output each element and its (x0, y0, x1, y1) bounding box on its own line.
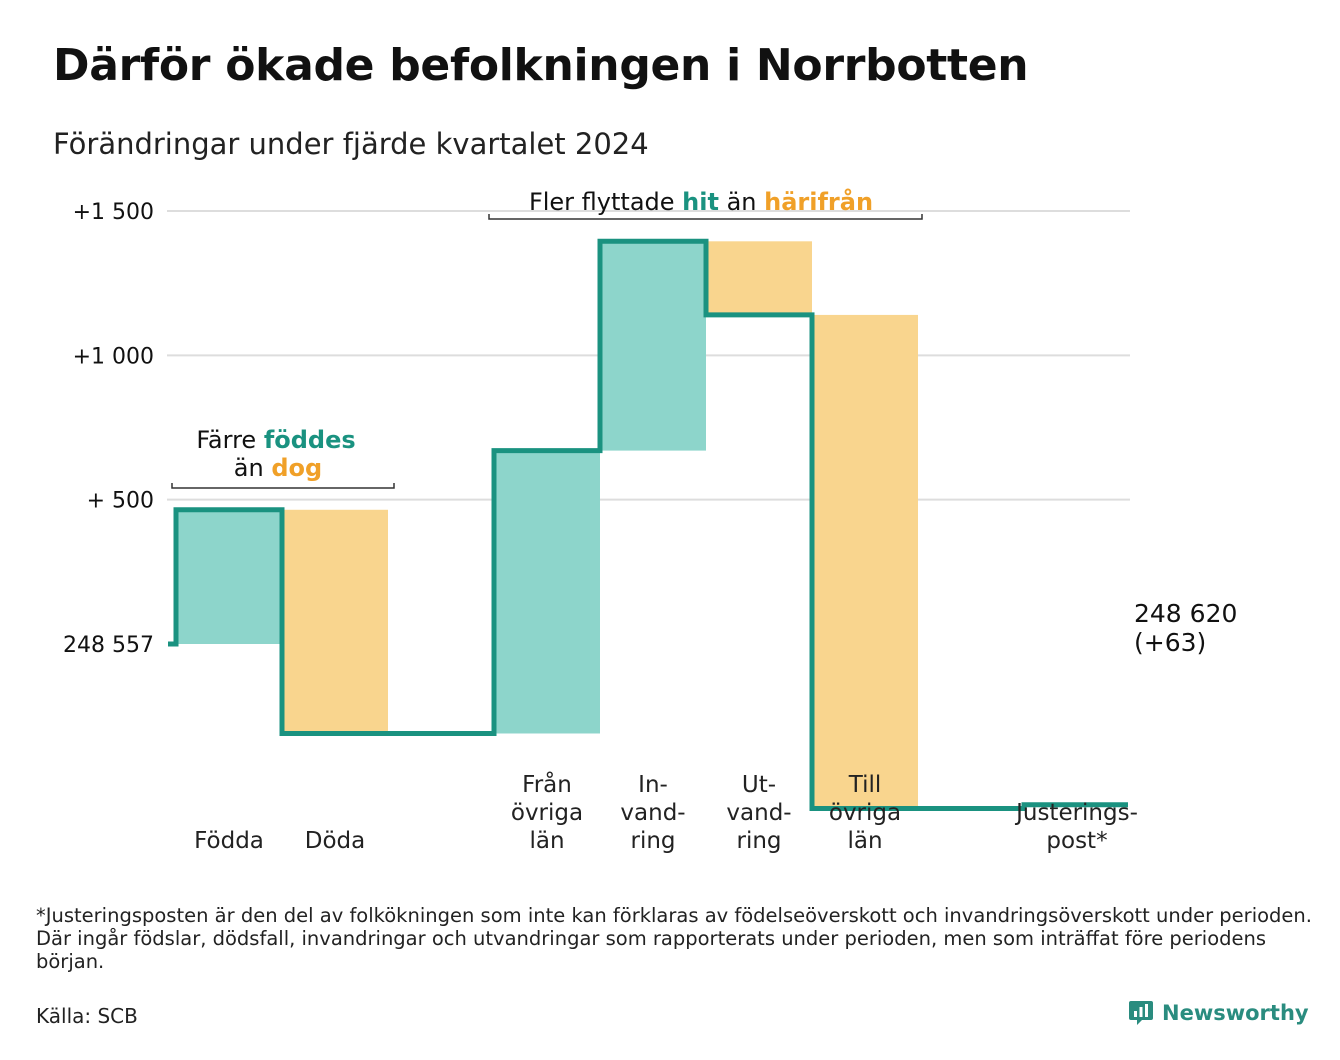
end-change-label: (+63) (1134, 628, 1206, 657)
end-value-labels: 248 620(+63) (1134, 599, 1237, 657)
chart-subtitle: Förändringar under fjärde kvartalet 2024 (53, 127, 649, 161)
brand-name: Newsworthy (1162, 1001, 1309, 1025)
y-tick-label: 248 557 (63, 633, 154, 658)
births-deaths-bracket (171, 483, 395, 489)
x-category-label: ring (630, 828, 675, 854)
bar-decrease (812, 314, 918, 809)
x-category-label: post* (1046, 828, 1107, 854)
brand-logo: Newsworthy (1128, 998, 1309, 1028)
x-category-label: Till (848, 772, 882, 798)
annotation-text: än (234, 454, 272, 482)
x-category-label: Justerings- (1014, 800, 1138, 826)
footnote: *Justeringsposten är den del av folkökni… (36, 904, 1312, 973)
x-category-label: Från (522, 770, 572, 798)
births-deaths-annotation-line2: än dog (234, 454, 322, 482)
x-category-label: övriga (829, 800, 901, 826)
bar-increase (176, 509, 282, 644)
bars (176, 241, 918, 809)
chart-title: Därför ökade befolkningen i Norrbotten (53, 40, 1029, 91)
x-category-label: Födda (194, 828, 264, 854)
x-axis-category-labels: Födda DödaFrånövrigalänIn-vand-ringUt-van… (194, 770, 1138, 854)
x-category-label: ring (736, 828, 781, 854)
x-category-label: övriga (511, 800, 583, 826)
bar-decrease (706, 241, 812, 315)
annotation-text: Färre (196, 426, 264, 454)
x-category-label: län (847, 828, 882, 854)
y-axis-tick-labels: 248 557 + 500 +1 000 +1 500 (63, 200, 154, 658)
annotation-highlight-teal: föddes (264, 426, 356, 454)
y-tick-label: +1 000 (73, 344, 154, 369)
annotation-highlight-teal: hit (682, 188, 719, 216)
running-total-line (168, 238, 1128, 812)
waterfall-chart: 248 557+ 500+1 000+1 500 Födda DödaFrånöv… (63, 187, 1237, 854)
annotation-highlight-orange: härifrån (764, 187, 873, 216)
x-category-label: In- (638, 772, 668, 798)
x-category-label: vand- (620, 800, 685, 826)
migration-bracket (488, 214, 923, 220)
x-category-label: vand- (726, 800, 791, 826)
y-tick-label: + 500 (87, 489, 154, 514)
end-value-label: 248 620 (1134, 599, 1237, 628)
bar-decrease (282, 509, 388, 734)
x-category-label: Döda (305, 828, 365, 854)
bar-increase (600, 241, 706, 451)
x-category-label: Ut- (742, 772, 776, 798)
running-total-line-path (168, 238, 1128, 812)
source-note: Källa: SCB (36, 1004, 138, 1028)
annotation-text: Fler flyttade (529, 188, 682, 216)
annotation-text: än (719, 188, 764, 216)
y-tick-label: +1 500 (73, 200, 154, 225)
newsworthy-logo-icon (1129, 1001, 1153, 1025)
x-category-label: län (529, 828, 564, 854)
births-deaths-annotation-line1: Färre föddes (196, 426, 355, 454)
migration-annotation: Fler flyttade hit än härifrån (529, 187, 873, 216)
bar-increase (494, 450, 600, 734)
annotation-highlight-orange: dog (271, 454, 322, 482)
